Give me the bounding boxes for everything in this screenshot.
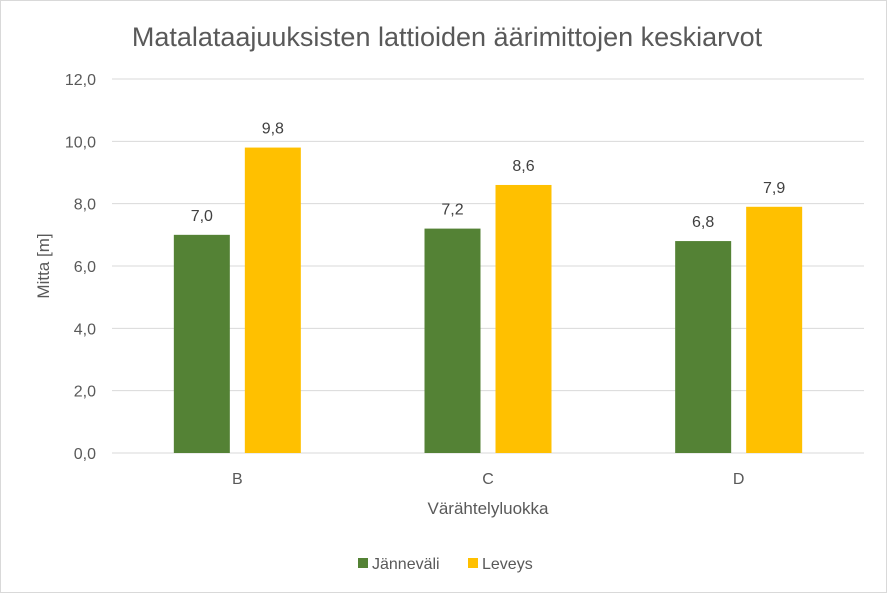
y-tick-label: 0,0 — [74, 446, 96, 463]
y-axis-title: Mitta [m] — [34, 233, 53, 298]
x-tick-label: D — [733, 471, 745, 488]
bar — [746, 206, 803, 453]
bar — [675, 241, 732, 453]
data-label: 7,2 — [441, 202, 463, 219]
data-label: 7,9 — [763, 180, 785, 197]
data-label: 8,6 — [512, 158, 534, 175]
y-tick-label: 6,0 — [74, 259, 96, 276]
x-axis-title: Värähtelyluokka — [428, 499, 550, 518]
y-tick-label: 10,0 — [65, 134, 96, 151]
legend-label: Leveys — [482, 556, 533, 573]
data-label: 7,0 — [191, 208, 213, 225]
y-tick-label: 4,0 — [74, 321, 96, 338]
y-tick-label: 8,0 — [74, 197, 96, 214]
gridlines — [112, 78, 864, 454]
legend: Jänneväli Leveys — [358, 556, 533, 573]
bar — [244, 147, 301, 454]
chart-title: Matalataajuuksisten lattioiden äärimitto… — [132, 22, 763, 52]
x-tick-label: B — [232, 471, 243, 488]
y-tick-label: 2,0 — [74, 384, 96, 401]
y-tick-label: 12,0 — [65, 72, 96, 89]
legend-swatch — [468, 558, 478, 568]
x-axis-ticks: B C D — [232, 471, 744, 488]
bars: 7,0 9,8 7,2 8,6 6,8 7,9 — [173, 121, 803, 454]
legend-label: Jänneväli — [372, 556, 440, 573]
data-label: 9,8 — [262, 121, 284, 138]
data-label: 6,8 — [692, 214, 714, 231]
bar — [173, 234, 230, 453]
bar — [424, 228, 481, 453]
x-tick-label: C — [482, 471, 494, 488]
y-axis-ticks: 0,0 2,0 4,0 6,0 8,0 10,0 12,0 — [65, 72, 96, 463]
bar — [495, 184, 552, 453]
legend-swatch — [358, 558, 368, 568]
